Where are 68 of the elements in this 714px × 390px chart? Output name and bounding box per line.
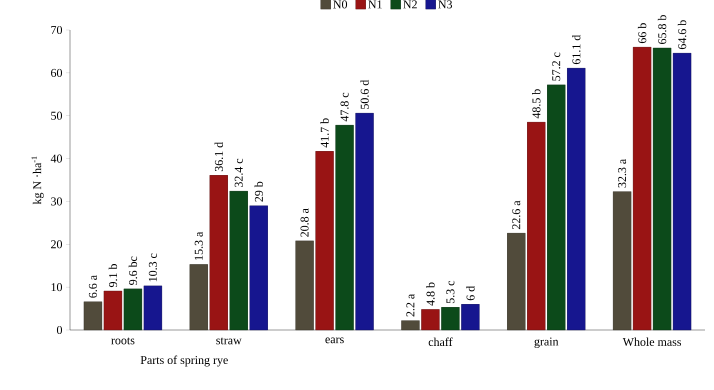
y-tick-label: 30 [51,197,62,206]
bar [315,151,334,330]
data-label: 48.5 b [532,89,540,118]
bar [401,320,420,330]
data-label: 5.3 c [446,280,454,304]
legend-label: N3 [438,0,452,8]
bar [527,122,546,330]
y-axis-title: kg N ·ha$^{-1}$ [32,156,44,204]
data-label: 50.6 d [360,80,369,109]
data-label: 2.2 a [406,294,414,317]
y-tick-label: 10 [52,283,62,292]
x-tick-label: straw [216,338,242,344]
bar [461,304,480,330]
bar [210,175,228,330]
data-label: 32.4 c [234,158,243,188]
bar [335,124,354,330]
data-label: 22.6 a [512,200,520,230]
bar [104,290,122,330]
bar [652,48,672,330]
y-tick-label: 50 [51,112,62,120]
x-axis-title: Parts of spring rye [140,356,228,367]
bar [190,264,208,330]
bar [567,68,586,330]
legend-label: N0 [333,0,348,8]
x-tick-label: Whole mass [622,338,682,346]
data-label: 6.6 a [88,275,97,298]
data-label: 29 b [254,182,263,202]
data-label: 64.6 b [678,20,686,50]
bar [507,232,526,330]
bar [355,112,374,330]
bar [230,190,248,330]
data-label: 9.1 b [108,264,118,288]
y-tick-label: 70 [51,26,62,34]
x-tick-label: chaff [428,338,453,346]
bar [612,191,632,330]
data-label: 15.3 a [194,232,203,260]
data-label: 66 b [638,23,646,44]
bar [84,302,102,330]
legend-label: N1 [368,0,382,8]
bar [632,46,652,330]
data-label: 10.3 c [148,254,157,282]
data-label: 61.1 d [572,34,580,64]
bar [250,206,268,330]
data-label: 47.8 c [340,92,349,122]
y-tick-label: 60 [51,68,62,77]
data-label: 4.8 b [426,282,435,306]
x-tick-label: roots [111,338,134,344]
data-label: 20.8 a [300,208,309,237]
data-label: 32.3 a [618,159,626,188]
data-label: 9.6 bc [128,256,138,285]
data-label: 65.8 b [658,15,666,44]
y-tick-label: 0 [56,326,62,334]
bar [295,240,314,330]
bar [421,309,440,330]
x-tick-label: grain [534,338,558,348]
bar [124,288,142,330]
data-label: 57.2 c [552,52,560,81]
bar [441,307,460,330]
x-tick-label: ears [325,338,344,344]
bar [144,286,162,330]
legend-label: N2 [403,0,417,8]
data-label: 6 d [466,286,475,300]
data-label: 41.7 b [320,118,329,148]
y-tick-label: 40 [50,154,62,163]
data-label: 36.1 d [214,142,223,172]
bar [547,84,566,330]
bar [672,52,692,330]
y-tick-label: 20 [51,240,62,248]
